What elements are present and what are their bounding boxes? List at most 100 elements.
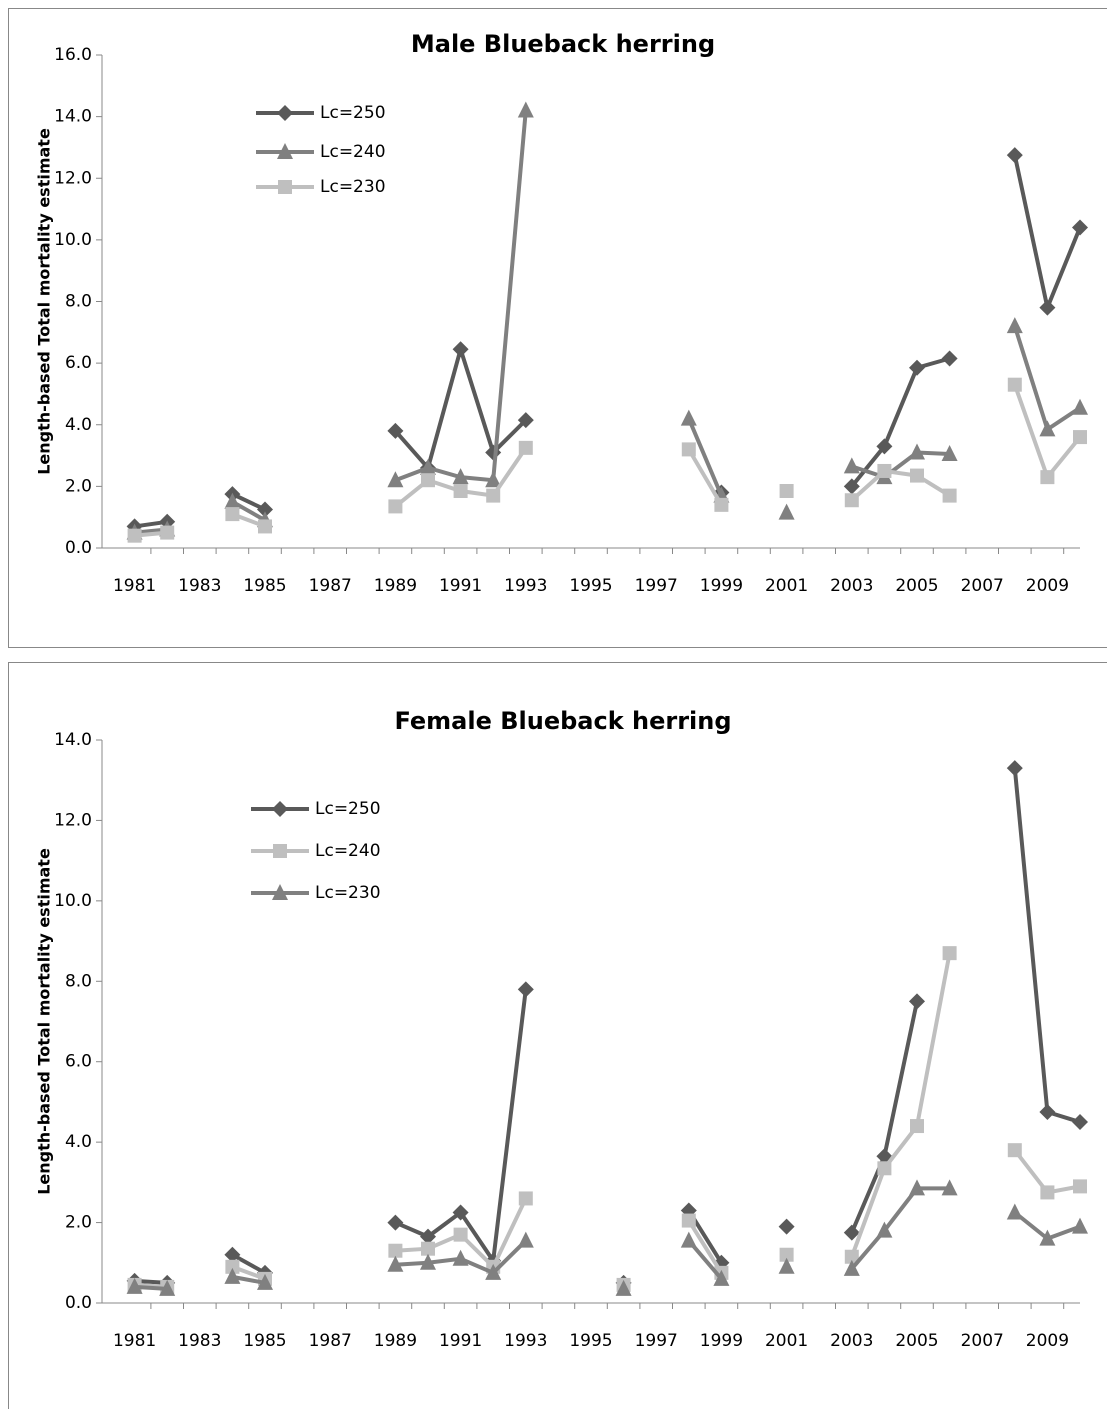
marker xyxy=(1072,220,1088,236)
marker xyxy=(909,993,925,1009)
marker xyxy=(454,1228,468,1242)
marker xyxy=(877,1161,891,1175)
marker xyxy=(518,101,534,117)
marker xyxy=(160,526,174,540)
marker xyxy=(779,1219,795,1235)
x-tick-label: 1985 xyxy=(243,576,286,596)
marker xyxy=(453,341,469,357)
legend-label: Lc=240 xyxy=(315,841,381,861)
marker xyxy=(1072,1114,1088,1130)
marker xyxy=(1039,1104,1055,1120)
marker xyxy=(486,489,500,503)
x-tick-label: 2001 xyxy=(765,1331,808,1351)
legend-label: Lc=250 xyxy=(315,799,381,819)
x-tick-label: 2005 xyxy=(895,576,938,596)
y-tick-label: 16.0 xyxy=(54,45,92,65)
marker xyxy=(909,360,925,376)
marker xyxy=(421,473,435,487)
x-tick-label: 2007 xyxy=(961,576,1004,596)
marker xyxy=(681,1232,697,1248)
marker xyxy=(942,351,958,367)
y-tick-label: 2.0 xyxy=(65,476,92,496)
x-tick-label: 2003 xyxy=(830,1331,873,1351)
marker xyxy=(910,469,924,483)
marker xyxy=(845,493,859,507)
y-tick-label: 4.0 xyxy=(65,1132,92,1152)
series-line xyxy=(135,953,1080,1287)
x-tick-label: 2009 xyxy=(1026,1331,1069,1351)
marker xyxy=(128,529,142,543)
marker xyxy=(1007,1204,1023,1220)
marker xyxy=(519,1191,533,1205)
marker xyxy=(910,1119,924,1133)
marker xyxy=(225,507,239,521)
legend-marker xyxy=(273,844,287,858)
y-tick-label: 14.0 xyxy=(54,107,92,127)
marker xyxy=(1007,760,1023,776)
x-tick-label: 1981 xyxy=(113,1331,156,1351)
marker xyxy=(388,499,402,513)
x-tick-label: 1993 xyxy=(504,1331,547,1351)
x-tick-label: 1991 xyxy=(439,1331,482,1351)
x-tick-label: 2009 xyxy=(1026,576,1069,596)
marker xyxy=(943,489,957,503)
x-tick-label: 1981 xyxy=(113,576,156,596)
marker xyxy=(877,464,891,478)
legend-label: Lc=230 xyxy=(315,883,381,903)
series-line xyxy=(135,110,1080,532)
chart-title: Male Blueback herring xyxy=(411,30,715,58)
x-tick-label: 1997 xyxy=(635,1331,678,1351)
marker xyxy=(1040,1185,1054,1199)
marker xyxy=(518,981,534,997)
legend-label: Lc=240 xyxy=(320,142,386,162)
y-tick-label: 8.0 xyxy=(65,971,92,991)
series-line xyxy=(135,385,1080,536)
marker xyxy=(387,1215,403,1231)
marker xyxy=(1008,1143,1022,1157)
marker xyxy=(779,504,795,520)
y-tick-label: 8.0 xyxy=(65,292,92,312)
x-tick-label: 1983 xyxy=(178,576,221,596)
x-tick-label: 1985 xyxy=(243,1331,286,1351)
marker xyxy=(1039,300,1055,316)
legend-label: Lc=250 xyxy=(320,103,386,123)
y-tick-label: 14.0 xyxy=(54,730,92,750)
marker xyxy=(1072,1218,1088,1234)
marker xyxy=(258,519,272,533)
marker xyxy=(682,1214,696,1228)
x-tick-label: 1989 xyxy=(374,1331,417,1351)
x-tick-label: 1999 xyxy=(700,1331,743,1351)
marker xyxy=(714,498,728,512)
marker xyxy=(682,442,696,456)
chart-frame xyxy=(9,663,1107,1410)
marker xyxy=(518,1232,534,1248)
marker xyxy=(1007,317,1023,333)
y-tick-label: 12.0 xyxy=(54,168,92,188)
y-axis-title: Length-based Total mortality estimate xyxy=(35,128,54,475)
x-tick-label: 1987 xyxy=(309,1331,352,1351)
y-tick-label: 6.0 xyxy=(65,353,92,373)
x-tick-label: 1983 xyxy=(178,1331,221,1351)
y-tick-label: 6.0 xyxy=(65,1052,92,1072)
x-tick-label: 2003 xyxy=(830,576,873,596)
x-tick-label: 2007 xyxy=(961,1331,1004,1351)
marker xyxy=(1039,420,1055,436)
x-tick-label: 1997 xyxy=(635,576,678,596)
y-tick-label: 10.0 xyxy=(54,891,92,911)
y-tick-label: 10.0 xyxy=(54,230,92,250)
marker xyxy=(519,441,533,455)
marker xyxy=(454,484,468,498)
x-tick-label: 1999 xyxy=(700,576,743,596)
y-tick-label: 0.0 xyxy=(65,1293,92,1313)
marker xyxy=(1007,147,1023,163)
y-tick-label: 12.0 xyxy=(54,810,92,830)
marker xyxy=(1073,430,1087,444)
x-tick-label: 1995 xyxy=(569,576,612,596)
marker xyxy=(1072,399,1088,415)
x-tick-label: 1989 xyxy=(374,576,417,596)
legend-marker xyxy=(272,801,288,817)
marker xyxy=(421,1242,435,1256)
chart-frame xyxy=(9,9,1107,648)
chart-title: Female Blueback herring xyxy=(394,707,731,735)
marker xyxy=(1008,378,1022,392)
